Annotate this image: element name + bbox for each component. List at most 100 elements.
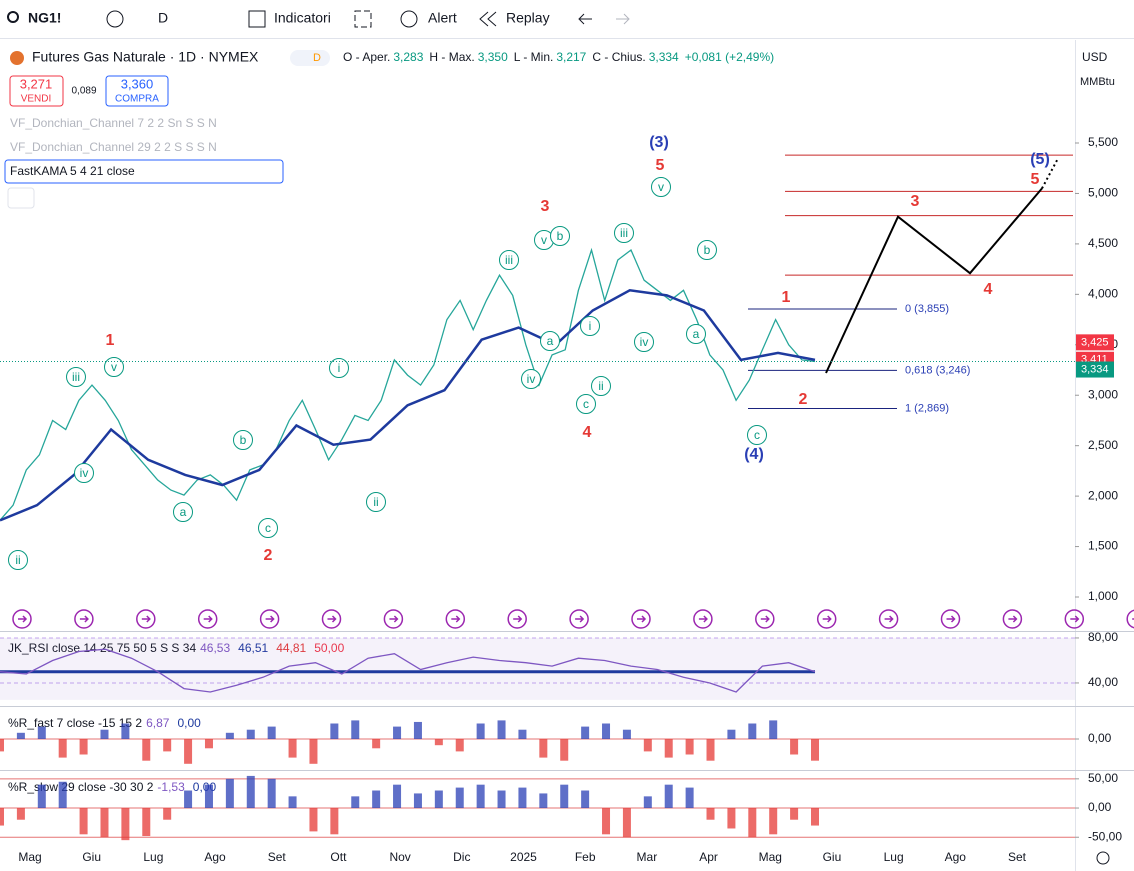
y-tick-label: 1,000 <box>1088 589 1118 603</box>
histogram-bar <box>811 808 819 826</box>
wave-circle <box>74 463 94 483</box>
alert-icon[interactable] <box>400 10 418 28</box>
histogram-bar <box>685 739 694 755</box>
pane-value: 46,53 <box>200 641 230 655</box>
pane-title: %R_slow 29 close -30 30 2 <box>8 780 154 794</box>
wave-label: a <box>547 334 554 348</box>
event-icon <box>74 609 94 629</box>
event-arrow <box>698 615 708 623</box>
search-icon[interactable] <box>7 11 19 23</box>
event-icon <box>383 609 404 629</box>
x-tick-label: Mag <box>18 850 41 864</box>
replay-icon[interactable] <box>479 11 497 27</box>
wave-label: 1 <box>782 289 791 306</box>
collapse-button[interactable] <box>7 187 35 209</box>
interval[interactable]: D <box>158 10 168 26</box>
histogram-bar <box>497 790 506 809</box>
histogram-bar <box>455 787 464 809</box>
event-arrow <box>946 615 956 623</box>
ohlc-value: 3,334 <box>649 50 679 64</box>
event-arrow <box>327 615 337 623</box>
event-icon <box>1126 609 1134 629</box>
wave-circle <box>697 240 717 260</box>
wave-label: a <box>693 327 700 341</box>
wave-label: 4 <box>984 281 993 298</box>
sell-price[interactable]: 3,271 <box>20 76 53 91</box>
indicators-icon[interactable] <box>248 10 266 28</box>
histogram-bar <box>434 739 443 746</box>
histogram-bar <box>643 796 652 809</box>
histogram-bar <box>37 784 46 809</box>
wave-label: v <box>658 180 664 194</box>
wave-circle <box>540 331 560 351</box>
wave-label: b <box>240 433 247 447</box>
histogram-bar <box>204 739 213 749</box>
price-line <box>0 247 816 521</box>
histogram-bar <box>602 723 611 739</box>
price-badge-label: 3,425 <box>1081 336 1109 348</box>
study[interactable]: FastKAMA 5 4 21 close <box>10 164 135 178</box>
histogram-bar <box>79 808 88 835</box>
kama-line <box>0 289 816 522</box>
histogram-bar <box>811 739 819 761</box>
fib-label: 0,618 (3,246) <box>905 364 970 376</box>
event-arrow <box>822 615 832 623</box>
price-badge <box>1076 361 1114 378</box>
replay[interactable]: Replay <box>506 10 550 26</box>
unit[interactable]: MMBtu <box>1080 76 1115 88</box>
event-icon <box>12 609 32 629</box>
wave-label: c <box>583 397 589 411</box>
wave-label: iv <box>527 372 536 386</box>
wave-label: ii <box>15 553 20 567</box>
y-tick-label: 5,000 <box>1088 186 1118 200</box>
histogram-bar <box>413 793 422 809</box>
histogram-bar <box>225 732 234 739</box>
histogram-bar <box>267 726 276 739</box>
redo-icon[interactable] <box>616 13 630 25</box>
histogram-bar <box>288 739 297 758</box>
y-tick-label: 0,00 <box>1088 731 1112 745</box>
wave-label: (4) <box>744 446 764 463</box>
y-tick-label: 80,00 <box>1088 630 1118 644</box>
ohlc-change: +0,081 (+2,49%) <box>685 50 774 64</box>
alert[interactable]: Alert <box>428 10 457 26</box>
wave-label: (3) <box>649 134 669 151</box>
ohlc-label: L - Min. <box>514 50 554 64</box>
layout-icon[interactable] <box>354 10 372 28</box>
histogram-bar <box>142 739 151 761</box>
wave-circle <box>521 369 541 389</box>
wave-circle <box>634 332 654 352</box>
x-tick-label: Apr <box>699 850 718 864</box>
study-box[interactable] <box>4 159 284 184</box>
event-arrow <box>637 615 647 623</box>
wave-label: 2 <box>264 547 273 564</box>
settings-icon[interactable] <box>1096 851 1110 865</box>
sell-label[interactable]: VENDI <box>21 94 52 105</box>
event-arrow <box>18 615 28 623</box>
event-icon <box>259 609 280 629</box>
histogram-bar <box>434 790 443 809</box>
buy-button[interactable] <box>105 75 169 107</box>
wave-circle <box>576 394 596 414</box>
histogram-bar <box>560 784 569 809</box>
sell-button[interactable] <box>9 75 64 107</box>
y-tick-label: 40,00 <box>1088 675 1118 689</box>
histogram-bar <box>581 790 590 809</box>
wave-circle <box>233 430 253 450</box>
histogram-bar <box>769 808 778 835</box>
indicators[interactable]: Indicatori <box>274 10 331 26</box>
x-tick-label: Giu <box>823 850 842 864</box>
add-icon[interactable] <box>106 10 124 28</box>
event-icon <box>693 609 713 629</box>
currency[interactable]: USD <box>1082 50 1108 64</box>
histogram-bar <box>727 808 736 829</box>
histogram-bar <box>748 723 757 739</box>
buy-label[interactable]: COMPRA <box>115 94 159 105</box>
x-tick-label: Mag <box>759 850 782 864</box>
wave-label: c <box>754 428 760 442</box>
undo-icon[interactable] <box>578 13 592 25</box>
badge-bg <box>290 50 330 66</box>
wave-label: v <box>111 360 117 374</box>
symbol[interactable]: NG1! <box>28 10 61 26</box>
buy-price[interactable]: 3,360 <box>121 76 154 91</box>
